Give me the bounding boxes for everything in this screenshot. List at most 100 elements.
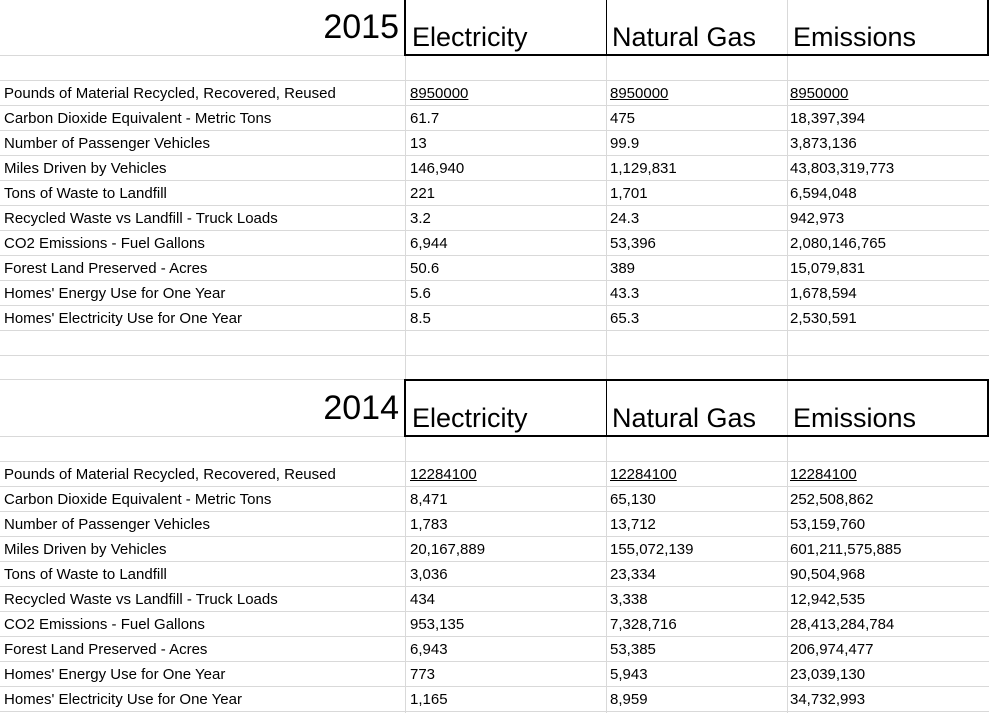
row-label: Number of Passenger Vehicles — [4, 134, 210, 152]
emissions-value: 28,413,284,784 — [790, 615, 895, 633]
empty-row[interactable] — [0, 437, 989, 462]
column-header-electricity: Electricity — [412, 22, 528, 52]
electricity-value: 6,944 — [410, 234, 448, 252]
table-row[interactable]: Miles Driven by Vehicles 146,940 1,129,8… — [0, 156, 989, 181]
empty-row[interactable] — [0, 331, 989, 356]
natural-gas-value: 389 — [610, 259, 636, 277]
row-label: Homes' Energy Use for One Year — [4, 665, 226, 683]
table-row[interactable]: Number of Passenger Vehicles 13 99.9 3,8… — [0, 131, 989, 156]
row-label: Pounds of Material Recycled, Recovered, … — [4, 465, 336, 483]
table-row[interactable]: Homes' Energy Use for One Year 5.6 43.3 … — [0, 281, 989, 306]
table-row[interactable]: Pounds of Material Recycled, Recovered, … — [0, 462, 989, 487]
electricity-value: 773 — [410, 665, 436, 683]
column-header-electricity: Electricity — [412, 403, 528, 433]
table-row[interactable]: CO2 Emissions - Fuel Gallons 6,944 53,39… — [0, 231, 989, 256]
table-row[interactable]: Homes' Electricity Use for One Year 8.5 … — [0, 306, 989, 331]
column-header-emissions: Emissions — [793, 403, 917, 433]
empty-row[interactable] — [0, 356, 989, 380]
row-label: Tons of Waste to Landfill — [4, 565, 167, 583]
emissions-value: 12,942,535 — [790, 590, 866, 608]
natural-gas-value: 8950000 — [610, 84, 669, 102]
electricity-value: 953,135 — [410, 615, 465, 633]
table-row[interactable]: Miles Driven by Vehicles 20,167,889 155,… — [0, 537, 989, 562]
header-separator — [606, 381, 607, 436]
emissions-value: 3,873,136 — [790, 134, 857, 152]
grid-column-line — [405, 0, 406, 713]
table-row[interactable]: Carbon Dioxide Equivalent - Metric Tons … — [0, 487, 989, 512]
header-separator — [606, 0, 607, 55]
section-year: 2014 — [323, 388, 399, 427]
column-header-emissions: Emissions — [793, 22, 917, 52]
table-row[interactable]: Recycled Waste vs Landfill - Truck Loads… — [0, 206, 989, 231]
table-row[interactable]: Tons of Waste to Landfill 221 1,701 6,59… — [0, 181, 989, 206]
section-header-row[interactable]: 2014 Electricity Natural Gas Emissions — [0, 380, 989, 437]
emissions-value: 601,211,575,885 — [790, 540, 902, 558]
table-row[interactable]: Forest Land Preserved - Acres 6,943 53,3… — [0, 637, 989, 662]
electricity-value: 13 — [410, 134, 427, 152]
row-label: Recycled Waste vs Landfill - Truck Loads — [4, 590, 278, 608]
emissions-value: 2,080,146,765 — [790, 234, 886, 252]
row-label: Homes' Energy Use for One Year — [4, 284, 226, 302]
emissions-value: 53,159,760 — [790, 515, 866, 533]
empty-row[interactable] — [0, 56, 989, 81]
emissions-value: 18,397,394 — [790, 109, 866, 127]
row-label: CO2 Emissions - Fuel Gallons — [4, 234, 205, 252]
row-label: Number of Passenger Vehicles — [4, 515, 210, 533]
natural-gas-value: 43.3 — [610, 284, 640, 302]
table-row[interactable]: Tons of Waste to Landfill 3,036 23,334 9… — [0, 562, 989, 587]
table-row[interactable]: Recycled Waste vs Landfill - Truck Loads… — [0, 587, 989, 612]
electricity-value: 50.6 — [410, 259, 440, 277]
emissions-value: 206,974,477 — [790, 640, 874, 658]
electricity-value: 3,036 — [410, 565, 448, 583]
row-label: Tons of Waste to Landfill — [4, 184, 167, 202]
emissions-value: 43,803,319,773 — [790, 159, 895, 177]
row-label: Carbon Dioxide Equivalent - Metric Tons — [4, 109, 272, 127]
electricity-value: 146,940 — [410, 159, 465, 177]
row-label: Homes' Electricity Use for One Year — [4, 690, 242, 708]
emissions-value: 90,504,968 — [790, 565, 866, 583]
emissions-value: 1,678,594 — [790, 284, 857, 302]
grid-column-line — [787, 0, 788, 713]
row-label: Carbon Dioxide Equivalent - Metric Tons — [4, 490, 272, 508]
electricity-value: 6,943 — [410, 640, 448, 658]
table-row[interactable]: Homes' Electricity Use for One Year 1,16… — [0, 687, 989, 712]
row-label: Miles Driven by Vehicles — [4, 540, 167, 558]
electricity-value: 5.6 — [410, 284, 431, 302]
table-row[interactable]: Homes' Energy Use for One Year 773 5,943… — [0, 662, 989, 687]
natural-gas-value: 475 — [610, 109, 636, 127]
table-row[interactable]: CO2 Emissions - Fuel Gallons 953,135 7,3… — [0, 612, 989, 637]
section-header-row[interactable]: 2015 Electricity Natural Gas Emissions — [0, 0, 989, 56]
row-label: Miles Driven by Vehicles — [4, 159, 167, 177]
natural-gas-value: 65.3 — [610, 309, 640, 327]
electricity-value: 12284100 — [410, 465, 477, 483]
natural-gas-value: 13,712 — [610, 515, 656, 533]
row-label: Pounds of Material Recycled, Recovered, … — [4, 84, 336, 102]
row-label: Homes' Electricity Use for One Year — [4, 309, 242, 327]
row-label: Recycled Waste vs Landfill - Truck Loads — [4, 209, 278, 227]
natural-gas-value: 24.3 — [610, 209, 640, 227]
electricity-value: 221 — [410, 184, 436, 202]
column-header-natural-gas: Natural Gas — [612, 403, 757, 433]
emissions-value: 12284100 — [790, 465, 857, 483]
natural-gas-value: 7,328,716 — [610, 615, 677, 633]
electricity-value: 8950000 — [410, 84, 469, 102]
natural-gas-value: 65,130 — [610, 490, 656, 508]
column-header-natural-gas: Natural Gas — [612, 22, 757, 52]
natural-gas-value: 23,334 — [610, 565, 656, 583]
emissions-value: 15,079,831 — [790, 259, 866, 277]
table-row[interactable]: Pounds of Material Recycled, Recovered, … — [0, 81, 989, 106]
emissions-value: 34,732,993 — [790, 690, 866, 708]
natural-gas-value: 8,959 — [610, 690, 648, 708]
natural-gas-value: 99.9 — [610, 134, 640, 152]
electricity-value: 20,167,889 — [410, 540, 486, 558]
emissions-value: 942,973 — [790, 209, 845, 227]
table-row[interactable]: Forest Land Preserved - Acres 50.6 389 1… — [0, 256, 989, 281]
table-row[interactable]: Number of Passenger Vehicles 1,783 13,71… — [0, 512, 989, 537]
natural-gas-value: 5,943 — [610, 665, 648, 683]
natural-gas-value: 53,396 — [610, 234, 656, 252]
electricity-value: 1,165 — [410, 690, 448, 708]
row-label: Forest Land Preserved - Acres — [4, 259, 208, 277]
electricity-value: 3.2 — [410, 209, 431, 227]
emissions-value: 252,508,862 — [790, 490, 874, 508]
table-row[interactable]: Carbon Dioxide Equivalent - Metric Tons … — [0, 106, 989, 131]
